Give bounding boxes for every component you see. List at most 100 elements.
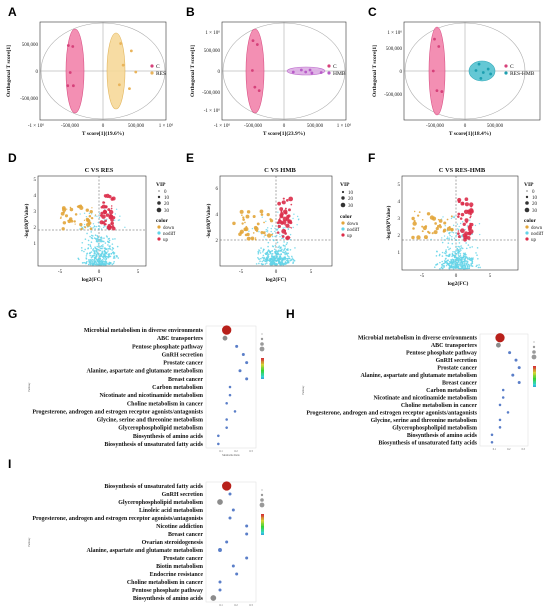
volcano-point-down [239,209,244,214]
volcano-point [446,259,449,262]
volcano-point [433,266,436,269]
volcano-point [274,227,276,230]
legend-e-color-title: color [340,214,352,220]
volcano-point-up [460,228,465,234]
volcano-point [441,251,444,254]
score-point [128,87,131,91]
pathway-bubble [217,499,223,505]
legend-color-bar [261,521,264,523]
volcano-point [292,217,294,220]
volcano-point [469,259,472,262]
volcano-point [270,255,273,258]
legend-b-c: C [333,64,337,70]
volcano-point [114,219,116,221]
volcano-point [90,256,93,259]
volcano-point [463,260,466,263]
xtick-e-0: -5 [239,270,244,275]
pathway-bubble [501,388,505,392]
legend-size-dot [533,341,535,343]
title-f: C VS RES-HMB [439,167,486,174]
points-c [431,37,493,93]
volcano-point [264,263,267,265]
volcano-point [251,227,254,230]
volcano-point-up [460,212,465,217]
volcano-point [274,230,276,233]
volcano-point-down [60,211,65,216]
pathway-label: Prostate cancer [163,556,203,562]
volcano-point-up [457,215,460,218]
legend-size-dot [260,493,264,497]
legend-color-bar [533,367,536,369]
volcano-point [101,250,103,253]
pathway-label: Microbial metabolism in diverse environm… [84,328,204,334]
volcano-point [460,245,462,247]
volcano-point-up [289,226,291,229]
volcano-point [284,247,286,249]
pathway-bubble [225,418,228,421]
volcano-point [97,238,99,241]
volcano-point [102,261,104,264]
volcano-point-up [276,231,280,234]
volcano-point-down [421,218,424,221]
volcano-point [86,260,88,263]
volcano-point [94,252,96,255]
points-b [250,39,323,92]
volcano-point [460,260,463,262]
volcano-point [260,257,262,260]
volcano-point-down [450,227,454,232]
volcano-point-down [60,216,62,218]
volcano-point [460,266,463,268]
volcano-point [100,259,102,262]
volcano-point [476,247,479,249]
xlabel-e: log2(FC) [266,276,287,283]
volcano-point [287,261,290,264]
volcano-point [100,244,103,247]
volcano-point [273,258,276,260]
legend-color-bar [533,376,536,378]
group-ellipse-res [106,32,126,110]
volcano-point [466,257,469,259]
volcano-point [101,258,104,261]
group-ellipse-c [428,26,446,116]
volcano-point [461,262,464,265]
volcano-point [274,235,276,238]
volcano-point-up [457,230,460,232]
volcano-point [289,248,292,251]
legend-color-bar [533,378,536,380]
legend-d-color-2: up [163,238,169,243]
legend-color-bar [533,373,536,375]
volcano-point [465,260,467,263]
legend-d-color-0: down [163,226,175,231]
volcano-point [286,253,288,256]
volcano-point [457,259,460,261]
volcano-point-down [263,221,265,224]
volcano-point [111,249,113,251]
legend-color-bar [261,514,264,516]
volcano-point [277,211,279,213]
legend-d-size-1: 10 [164,196,170,201]
volcano-point [262,254,265,257]
volcano-point [293,213,295,215]
volcano-point [259,260,261,263]
volcano-point [288,256,290,258]
volcano-point-up [457,235,461,239]
volcano-point [103,258,105,260]
pathway-label: Breast cancer [168,532,203,538]
volcano-point [84,248,86,251]
volcano-point [294,247,296,249]
volcano-point [452,224,455,227]
volcano-point [79,213,81,215]
volcano-point [267,258,269,260]
volcano-point-down [89,227,93,231]
volcano-point [464,257,467,259]
pathway-label: Nicotinate and nicotinamide metabolism [100,393,204,399]
volcano-point-down [443,221,447,225]
score-point [477,62,481,66]
volcano-point [114,238,116,240]
volcano-point [457,255,460,257]
volcano-point [99,249,102,252]
volcano-point [104,250,106,252]
ytick-a-0: 500,000 [22,43,39,48]
volcano-point [442,216,444,218]
legend-e-color-0: down [347,222,359,227]
